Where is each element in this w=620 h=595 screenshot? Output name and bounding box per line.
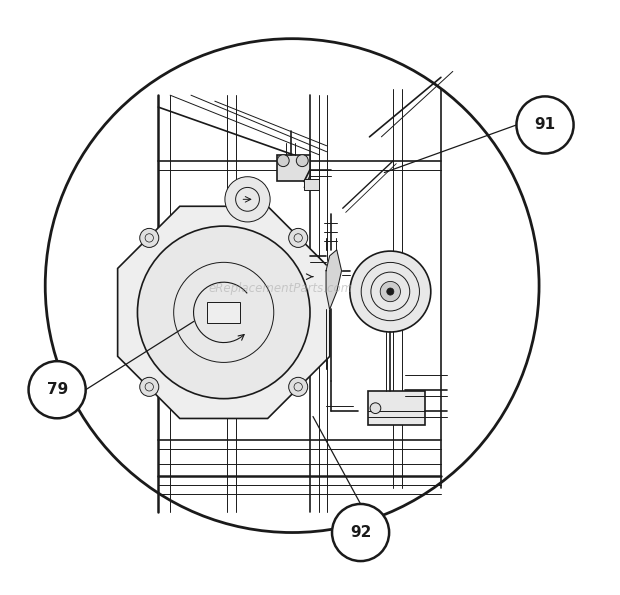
Circle shape [29,361,86,418]
Circle shape [332,504,389,561]
Circle shape [350,251,431,332]
Bar [368,391,425,425]
Polygon shape [118,206,330,418]
Circle shape [140,228,159,248]
Bar [277,155,310,181]
Circle shape [289,377,308,396]
Circle shape [296,155,308,167]
Circle shape [387,288,394,295]
Circle shape [140,377,159,396]
Bar [207,302,241,323]
Circle shape [380,281,401,302]
Circle shape [138,226,310,399]
Circle shape [277,155,289,167]
Text: eReplacementParts.com: eReplacementParts.com [208,282,352,295]
Text: 79: 79 [46,382,68,397]
Polygon shape [326,250,342,309]
Circle shape [370,403,381,414]
Text: 91: 91 [534,117,556,133]
Bar [304,178,319,190]
Text: 92: 92 [350,525,371,540]
Circle shape [225,177,270,222]
Circle shape [289,228,308,248]
Circle shape [516,96,574,154]
